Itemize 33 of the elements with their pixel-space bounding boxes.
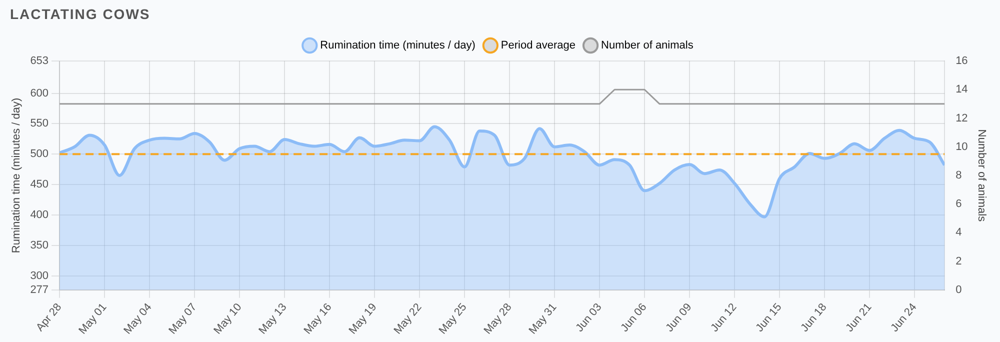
x-tick-label: Jun 24 xyxy=(888,301,920,334)
y2-tick-label: 4 xyxy=(956,226,962,239)
y2-tick-label: 6 xyxy=(956,198,962,210)
x-tick-label: Jun 06 xyxy=(618,301,650,334)
y-tick-label: 600 xyxy=(30,87,49,100)
y2-tick-label: 10 xyxy=(956,140,968,153)
y2-tick-label: 0 xyxy=(956,284,962,296)
x-tick-label: Jun 15 xyxy=(754,301,784,334)
y2-tick-label: 8 xyxy=(956,169,962,182)
chart-title: LACTATING COWS xyxy=(10,6,150,22)
y2-axis-title: Number of animals xyxy=(975,129,988,222)
y-tick-label: 450 xyxy=(30,178,49,191)
y2-tick-label: 16 xyxy=(956,55,968,68)
x-tick-label: Jun 21 xyxy=(844,301,874,334)
legend-label: Rumination time (minutes / day) xyxy=(320,40,476,52)
legend-label: Period average xyxy=(500,40,576,52)
y-tick-label: 400 xyxy=(30,209,49,222)
y-tick-label: 653 xyxy=(30,55,49,68)
x-tick-label: Jun 09 xyxy=(664,301,694,334)
y-axis-title: Rumination time (minutes / day) xyxy=(10,98,23,254)
legend-label: Number of animals xyxy=(601,40,694,52)
y-tick-label: 277 xyxy=(30,284,49,296)
y-tick-label: 300 xyxy=(30,270,49,282)
x-tick-label: Apr 28 xyxy=(34,301,64,334)
y2-tick-label: 12 xyxy=(956,112,968,124)
y2-tick-label: 14 xyxy=(956,84,968,96)
y-tick-label: 550 xyxy=(30,118,49,130)
y-tick-label: 500 xyxy=(30,148,49,160)
x-tick-label: Jun 12 xyxy=(708,301,740,334)
x-tick-label: Jun 03 xyxy=(574,301,604,334)
y2-tick-label: 2 xyxy=(956,255,962,268)
y-tick-label: 350 xyxy=(30,239,49,252)
x-tick-label: Jun 18 xyxy=(798,301,830,334)
